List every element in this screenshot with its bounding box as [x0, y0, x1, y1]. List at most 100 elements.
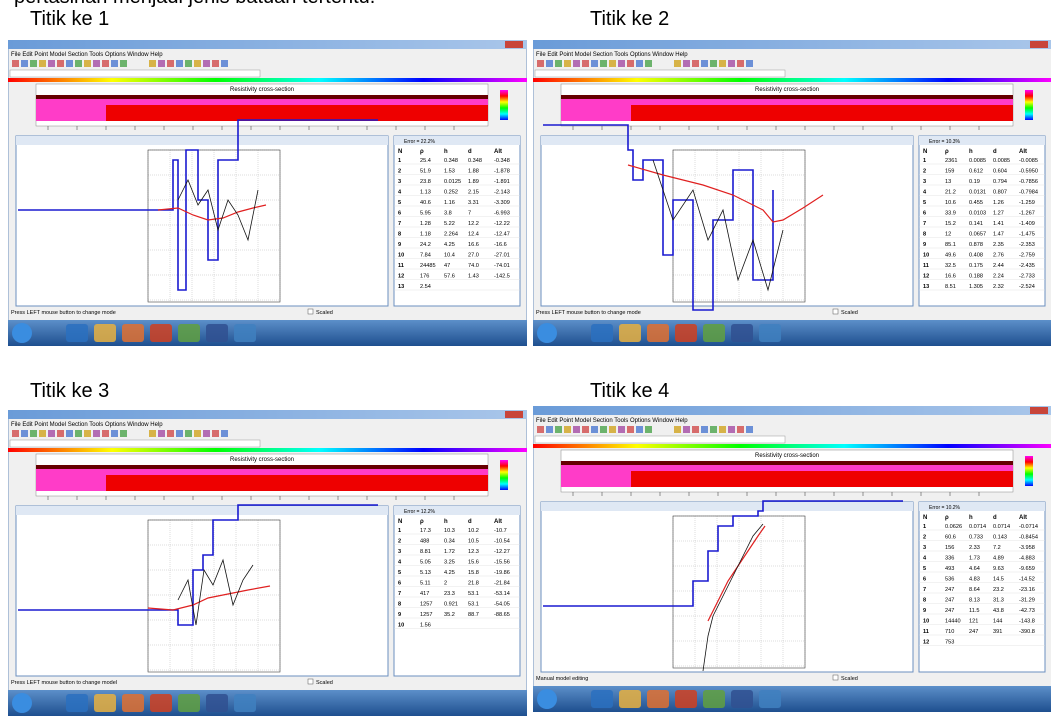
table-cell: 247: [969, 629, 978, 635]
table-cell: -2.435: [1019, 263, 1035, 269]
table-cell: -74.01: [494, 263, 510, 269]
section-band-pink: [561, 465, 1013, 471]
table-cell: 12: [945, 232, 951, 238]
table-cell: 417: [420, 591, 429, 597]
table-cell: 6: [923, 211, 926, 217]
table-cell: 1.56: [420, 623, 431, 629]
toolbar-icon: [221, 430, 228, 437]
table-cell: 0.0103: [969, 211, 986, 217]
screenshot: File Edit Point Model Section Tools Opti…: [8, 40, 527, 346]
page: pertasinan menjadi jenis batuan tertentu…: [0, 0, 1051, 716]
toolbar-icon: [746, 426, 753, 433]
toolbar-icon: [618, 426, 625, 433]
table-cell: 0.0085: [993, 158, 1010, 164]
table-cell: 1.73: [969, 556, 980, 562]
table-cell: -88.65: [494, 612, 510, 618]
toolbar-icon: [555, 60, 562, 67]
checkbox-label: Scaled: [841, 676, 858, 682]
status-text: Press LEFT mouse button to change mode: [11, 310, 116, 316]
toolbar-icon: [75, 60, 82, 67]
table-cell: 0.733: [969, 535, 983, 541]
toolbar-icon: [609, 60, 616, 67]
toolbar-icon: [39, 60, 46, 67]
table-cell: 24485: [420, 263, 436, 269]
table-cell: 1.26: [993, 200, 1004, 206]
table-cell: 25.4: [420, 158, 431, 164]
rainbow-strip: [533, 444, 1051, 448]
toolbar-icon: [102, 60, 109, 67]
colorbar: [1025, 90, 1033, 120]
table-cell: 9: [923, 608, 926, 614]
table-cell: 5.95: [420, 211, 431, 217]
taskbar-icon: [675, 324, 697, 342]
table-cell: 5: [398, 570, 401, 576]
table-cell: 0.19: [969, 179, 980, 185]
toolbar-icon: [185, 430, 192, 437]
toolbar-icon: [674, 426, 681, 433]
taskbar-icon: [759, 324, 781, 342]
table-header: Alt: [1019, 515, 1027, 521]
table-cell: -1.267: [1019, 211, 1035, 217]
table-cell: 1.88: [468, 169, 479, 175]
table-cell: 9: [923, 242, 926, 248]
toolbar-icon: [158, 60, 165, 67]
table-cell: 1.72: [444, 549, 455, 555]
section-band-dark: [36, 95, 488, 99]
table-cell: 1: [923, 158, 926, 164]
taskbar-icon: [619, 324, 641, 342]
table-cell: 17.3: [420, 528, 431, 534]
toolbar-icon: [48, 430, 55, 437]
table-cell: 12: [923, 274, 929, 280]
table-cell: 60.6: [945, 535, 956, 541]
table-cell: -0.5950: [1019, 169, 1038, 175]
toolbar-icon: [683, 60, 690, 67]
table-cell: 11: [923, 263, 929, 269]
table-cell: 33.9: [945, 211, 956, 217]
close-button: [1030, 41, 1048, 48]
toolbar-icon: [627, 60, 634, 67]
toolbar-icon: [719, 426, 726, 433]
table-header: ρ: [420, 149, 424, 155]
table-cell: 12.2: [468, 221, 479, 227]
table-cell: 0.252: [444, 190, 458, 196]
table-cell: 2.15: [468, 190, 479, 196]
section-band-pink: [36, 99, 488, 105]
table-cell: 16.6: [468, 242, 479, 248]
table-cell: -10.54: [494, 539, 510, 545]
checkbox: [833, 675, 838, 680]
taskbar-icon: [647, 324, 669, 342]
table-cell: 8: [398, 602, 401, 608]
toolbar-icon: [573, 426, 580, 433]
menu-bar: File Edit Point Model Section Tools Opti…: [536, 52, 688, 58]
table-cell: 10.6: [945, 200, 956, 206]
table-cell: 23.8: [420, 179, 431, 185]
table-cell: 13: [923, 284, 929, 290]
plot-titlebar: [541, 502, 913, 511]
table-cell: -1.878: [494, 169, 510, 175]
table-cell: 247: [945, 598, 954, 604]
table-cell: 9: [398, 612, 401, 618]
table-cell: 4.64: [969, 566, 980, 572]
table-cell: 21.2: [945, 190, 956, 196]
toolbar-icon: [75, 430, 82, 437]
table-cell: 0.348: [444, 158, 458, 164]
error-label: Error = 12.2%: [404, 509, 436, 515]
table-cell: -2.733: [1019, 274, 1035, 280]
table-cell: -27.01: [494, 253, 510, 259]
toolbar-icon: [84, 60, 91, 67]
table-cell: 15.2: [945, 221, 956, 227]
table-cell: 4.89: [993, 556, 1004, 562]
taskbar-icon: [150, 324, 172, 342]
toolbar-icon: [692, 426, 699, 433]
table-cell: 10: [398, 623, 404, 629]
table-cell: 53.1: [468, 591, 479, 597]
table-cell: 2: [923, 169, 926, 175]
toolbar-icon: [102, 430, 109, 437]
table-cell: 5.13: [420, 570, 431, 576]
table-cell: -3.958: [1019, 545, 1035, 551]
table-cell: 10: [923, 619, 929, 625]
screenshot: File Edit Point Model Section Tools Opti…: [533, 406, 1051, 712]
table-cell: -0.348: [494, 158, 510, 164]
toolbar-icon: [167, 430, 174, 437]
toolbar-icon: [591, 60, 598, 67]
